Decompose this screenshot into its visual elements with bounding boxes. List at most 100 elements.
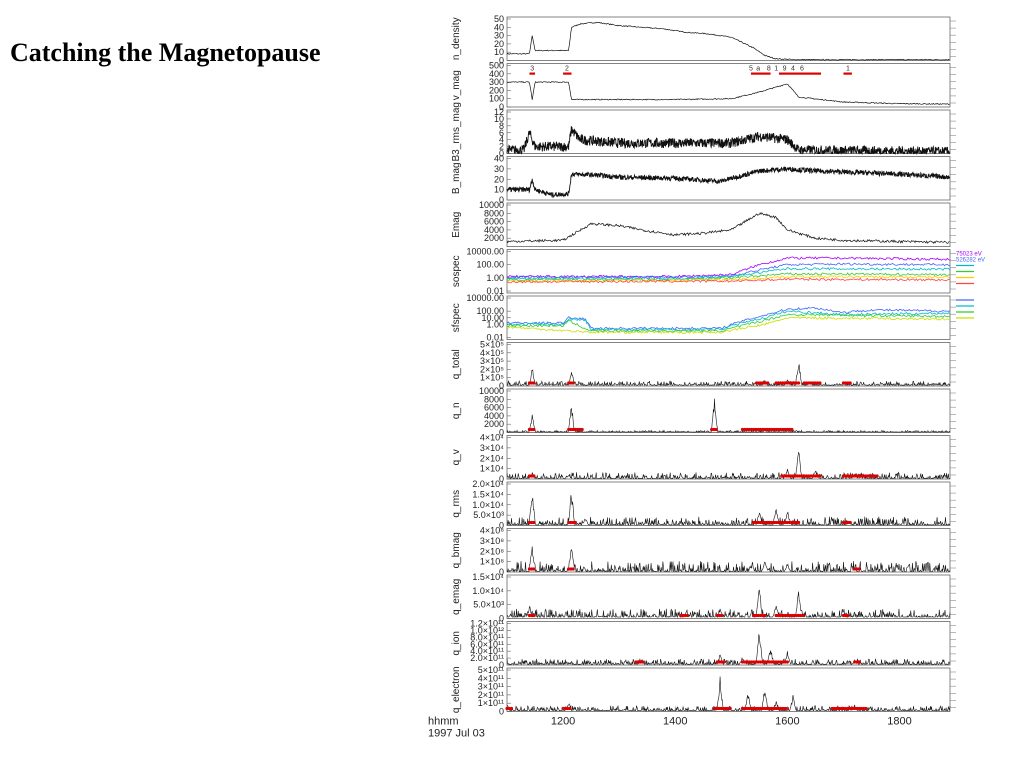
- ytick-label-b-mag: 40: [494, 154, 504, 164]
- event-marker-q-rms: [532, 520, 536, 525]
- event-marker-q-v: [841, 474, 846, 478]
- event-marker-q-rms: [770, 520, 774, 525]
- event-marker-q-rms: [758, 520, 763, 525]
- event-marker-q-emag: [781, 613, 785, 618]
- event-label: 3: [530, 66, 534, 73]
- xtick-label: 1400: [663, 716, 687, 728]
- event-marker-q-emag: [776, 613, 781, 618]
- event-marker-q-electron: [859, 706, 864, 711]
- event-marker-q-ion: [636, 660, 640, 664]
- ytick-label-sfspec: 10.00: [481, 313, 504, 323]
- ytick-label-q-emag: 1.0×10⁴: [472, 586, 504, 596]
- series-line-sospec: [506, 277, 950, 284]
- event-marker-q-ion: [747, 660, 751, 664]
- event-marker-q-v: [798, 474, 802, 478]
- ytick-label-q-n: 6000: [484, 403, 504, 413]
- event-bar: [778, 72, 822, 75]
- event-marker-q-v: [789, 474, 793, 478]
- panel-frame-q-bmag: [506, 528, 951, 573]
- ytick-label-q-ion: 2.0×10¹¹: [470, 653, 504, 663]
- event-marker-q-n: [580, 427, 584, 432]
- event-marker-q-electron: [740, 706, 745, 711]
- event-bar: [563, 72, 572, 75]
- event-marker-q-bmag: [527, 567, 532, 571]
- event-marker-q-n: [774, 427, 778, 432]
- event-marker-q-total: [794, 381, 798, 385]
- event-marker-q-total: [774, 381, 778, 385]
- ytick-label-q-electron: 4×10¹¹: [478, 673, 504, 683]
- event-marker-q-v: [802, 474, 806, 478]
- event-marker-q-total: [781, 381, 785, 385]
- series-line-q-rms: [506, 495, 951, 526]
- ytick-label-v-mag: 300: [489, 77, 504, 87]
- event-marker-q-emag: [841, 613, 846, 618]
- event-marker-q-n: [749, 427, 754, 432]
- event-marker-q-bmag: [532, 567, 536, 571]
- event-marker-q-n: [763, 427, 767, 432]
- event-marker-q-total: [763, 381, 768, 385]
- series-line-q-ion: [506, 634, 951, 666]
- event-marker-q-v: [527, 474, 532, 478]
- event-marker-q-rms: [779, 520, 783, 525]
- event-marker-q-v: [791, 474, 795, 478]
- event-marker-q-emag: [527, 613, 532, 618]
- event-marker-q-ion: [853, 660, 857, 664]
- ytick-label-q-rms: 1.0×10⁴: [472, 500, 504, 510]
- ytick-label-q-v: 0: [499, 474, 504, 484]
- series-line-emag: [506, 212, 950, 244]
- event-marker-q-rms: [569, 520, 573, 525]
- event-marker-q-n: [532, 427, 536, 432]
- event-marker-q-rms: [794, 520, 798, 525]
- panel-label-v-mag: v_mag: [451, 70, 462, 100]
- ytick-label-b3-rms-mag: 6: [499, 128, 504, 138]
- event-marker-q-electron: [761, 706, 765, 711]
- x-axis-date: 1997 Jul 03: [428, 728, 485, 740]
- event-marker-q-electron: [719, 706, 723, 711]
- event-marker-q-n: [710, 427, 714, 432]
- event-marker-q-n: [745, 427, 749, 432]
- ytick-label-q-v: 4×10⁴: [480, 433, 504, 443]
- ytick-label-q-n: 8000: [484, 394, 504, 404]
- ytick-label-sospec: 10000.00: [466, 247, 504, 257]
- ytick-label-b-mag: 10: [494, 185, 504, 195]
- event-marker-q-ion: [756, 660, 760, 664]
- event-marker-q-v: [848, 474, 852, 478]
- event-marker-q-electron: [853, 706, 857, 711]
- ytick-label-sospec: 1.00: [486, 273, 504, 283]
- event-marker-q-n: [770, 427, 774, 432]
- event-marker-q-total: [790, 381, 794, 385]
- event-marker-q-electron: [505, 706, 509, 711]
- ytick-label-q-bmag: 4×10⁸: [480, 526, 504, 536]
- event-marker-q-rms: [772, 520, 776, 525]
- ytick-label-q-bmag: 1×10⁸: [480, 557, 504, 567]
- event-marker-q-electron: [763, 706, 767, 711]
- ytick-label-q-emag: 5.0×10³: [473, 600, 504, 610]
- event-marker-q-electron: [837, 706, 841, 711]
- event-marker-q-n: [578, 427, 582, 432]
- event-marker-q-emag: [681, 613, 685, 618]
- panel-frame-q-total: [506, 342, 951, 387]
- event-marker-q-electron: [726, 706, 730, 711]
- panel-label-emag: Emag: [451, 212, 462, 238]
- ytick-label-q-n: 10000: [479, 386, 504, 396]
- event-marker-q-electron: [758, 706, 763, 711]
- event-label: 1: [774, 66, 778, 73]
- event-marker-q-total: [809, 381, 813, 385]
- event-marker-q-ion: [761, 660, 765, 664]
- ytick-label-n-density: 40: [494, 22, 504, 32]
- event-marker-q-electron: [855, 706, 859, 711]
- ytick-label-q-n: 4000: [484, 411, 504, 421]
- event-marker-q-ion: [776, 660, 781, 664]
- event-marker-q-bmag: [567, 567, 571, 571]
- event-marker-q-total: [813, 381, 818, 385]
- event-marker-q-v: [859, 474, 864, 478]
- ytick-label-q-rms: 0: [499, 521, 504, 531]
- ytick-label-q-v: 1×10⁴: [480, 464, 504, 474]
- event-marker-q-n: [756, 427, 760, 432]
- ytick-label-q-total: 2×10⁵: [480, 364, 504, 374]
- ytick-label-b3-rms-mag: 8: [499, 121, 504, 131]
- panel-frame-q-n: [506, 388, 951, 433]
- ytick-label-emag: 2000: [484, 233, 504, 243]
- event-marker-q-bmag: [571, 567, 575, 571]
- ytick-label-b3-rms-mag: 0: [499, 149, 504, 159]
